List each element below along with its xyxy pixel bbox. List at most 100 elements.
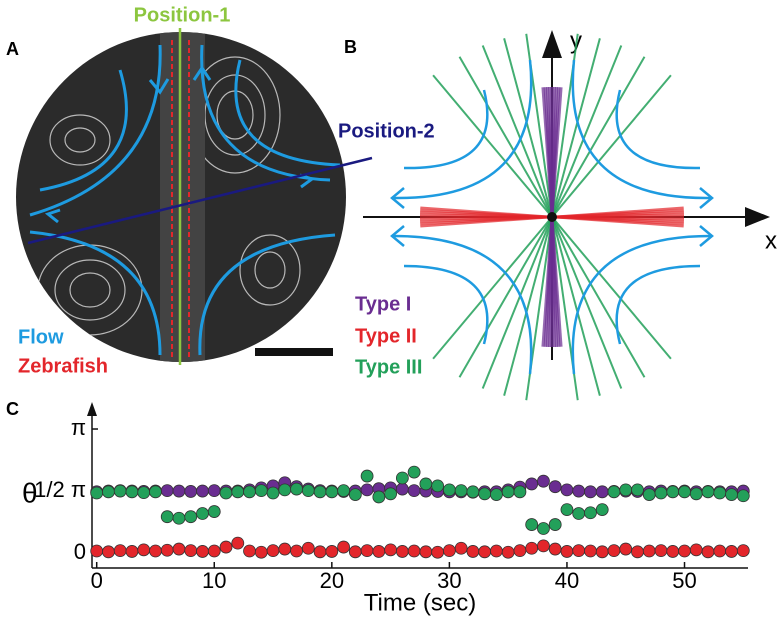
arrowhead <box>87 402 97 416</box>
point <box>548 518 562 531</box>
point <box>384 543 398 557</box>
point <box>407 465 421 479</box>
point <box>325 485 339 499</box>
point <box>619 542 633 556</box>
point <box>207 505 221 518</box>
point <box>102 545 115 559</box>
point <box>525 518 539 531</box>
point <box>736 544 750 558</box>
point <box>631 545 644 559</box>
point <box>548 480 562 494</box>
point <box>501 545 515 559</box>
legend-label: Type I <box>355 293 411 315</box>
point <box>184 485 198 498</box>
point <box>290 544 303 558</box>
point <box>278 542 292 556</box>
point <box>301 541 315 555</box>
point <box>442 483 456 497</box>
point <box>266 544 280 558</box>
point <box>537 539 550 553</box>
x-tick-label: 20 <box>320 568 344 593</box>
point <box>160 510 174 524</box>
point <box>172 542 186 556</box>
point <box>184 544 198 558</box>
point <box>584 485 597 499</box>
point <box>654 544 668 558</box>
point <box>513 544 527 558</box>
point <box>360 483 374 497</box>
point <box>666 545 680 558</box>
point <box>689 487 703 501</box>
flow-lines <box>29 44 341 356</box>
legend-label: Type II <box>355 325 417 347</box>
point <box>560 545 574 558</box>
y-tick-label: π <box>71 415 86 440</box>
y-tick-label: 1/2 π <box>34 477 86 502</box>
point <box>478 487 492 501</box>
point <box>490 544 503 558</box>
point <box>90 486 104 500</box>
point <box>219 486 233 500</box>
point <box>654 486 668 500</box>
point <box>595 485 609 499</box>
x-tick-label: 50 <box>672 568 696 593</box>
flow-lines <box>390 59 714 375</box>
point <box>172 511 186 525</box>
point <box>725 488 738 501</box>
point <box>196 507 209 520</box>
point <box>560 503 574 516</box>
point <box>537 474 550 488</box>
point <box>607 544 621 558</box>
point <box>454 541 468 555</box>
point <box>642 544 656 558</box>
point <box>207 484 221 498</box>
point <box>196 545 209 558</box>
point <box>407 544 421 558</box>
point <box>678 544 691 558</box>
point <box>560 483 574 497</box>
point <box>525 477 539 491</box>
point <box>713 544 727 558</box>
point <box>478 545 492 559</box>
point <box>513 485 527 499</box>
point <box>501 485 515 499</box>
point <box>113 544 127 558</box>
point <box>537 522 550 535</box>
point <box>160 484 174 498</box>
point <box>149 485 162 499</box>
point <box>584 506 597 520</box>
point <box>243 544 256 558</box>
panel-b: B x y Type I Type II Type III <box>344 27 777 401</box>
point <box>607 485 621 499</box>
point <box>431 479 445 493</box>
point <box>160 543 174 557</box>
point <box>595 545 609 559</box>
panel-c: C θ Time (sec) 0 10 20 30 40 50 0 1/2 π π <box>6 399 750 616</box>
point <box>595 503 609 516</box>
point <box>102 485 115 499</box>
point <box>337 484 350 498</box>
point <box>113 484 127 498</box>
panel-label: C <box>6 399 19 419</box>
point <box>207 544 221 558</box>
point <box>689 543 703 557</box>
point <box>701 485 715 499</box>
point <box>137 543 151 557</box>
point <box>137 486 151 500</box>
point <box>196 484 209 498</box>
point <box>337 540 350 554</box>
x-axis-label: Time (sec) <box>364 589 476 616</box>
y-axis-label: θ <box>22 477 38 508</box>
point <box>219 540 233 554</box>
point <box>348 545 362 559</box>
point <box>395 482 409 496</box>
point <box>701 545 715 559</box>
point <box>442 544 456 558</box>
point <box>466 485 480 499</box>
point <box>266 486 280 500</box>
position-2-line <box>27 156 373 245</box>
point <box>254 484 268 498</box>
point <box>278 483 292 497</box>
point <box>407 484 421 498</box>
